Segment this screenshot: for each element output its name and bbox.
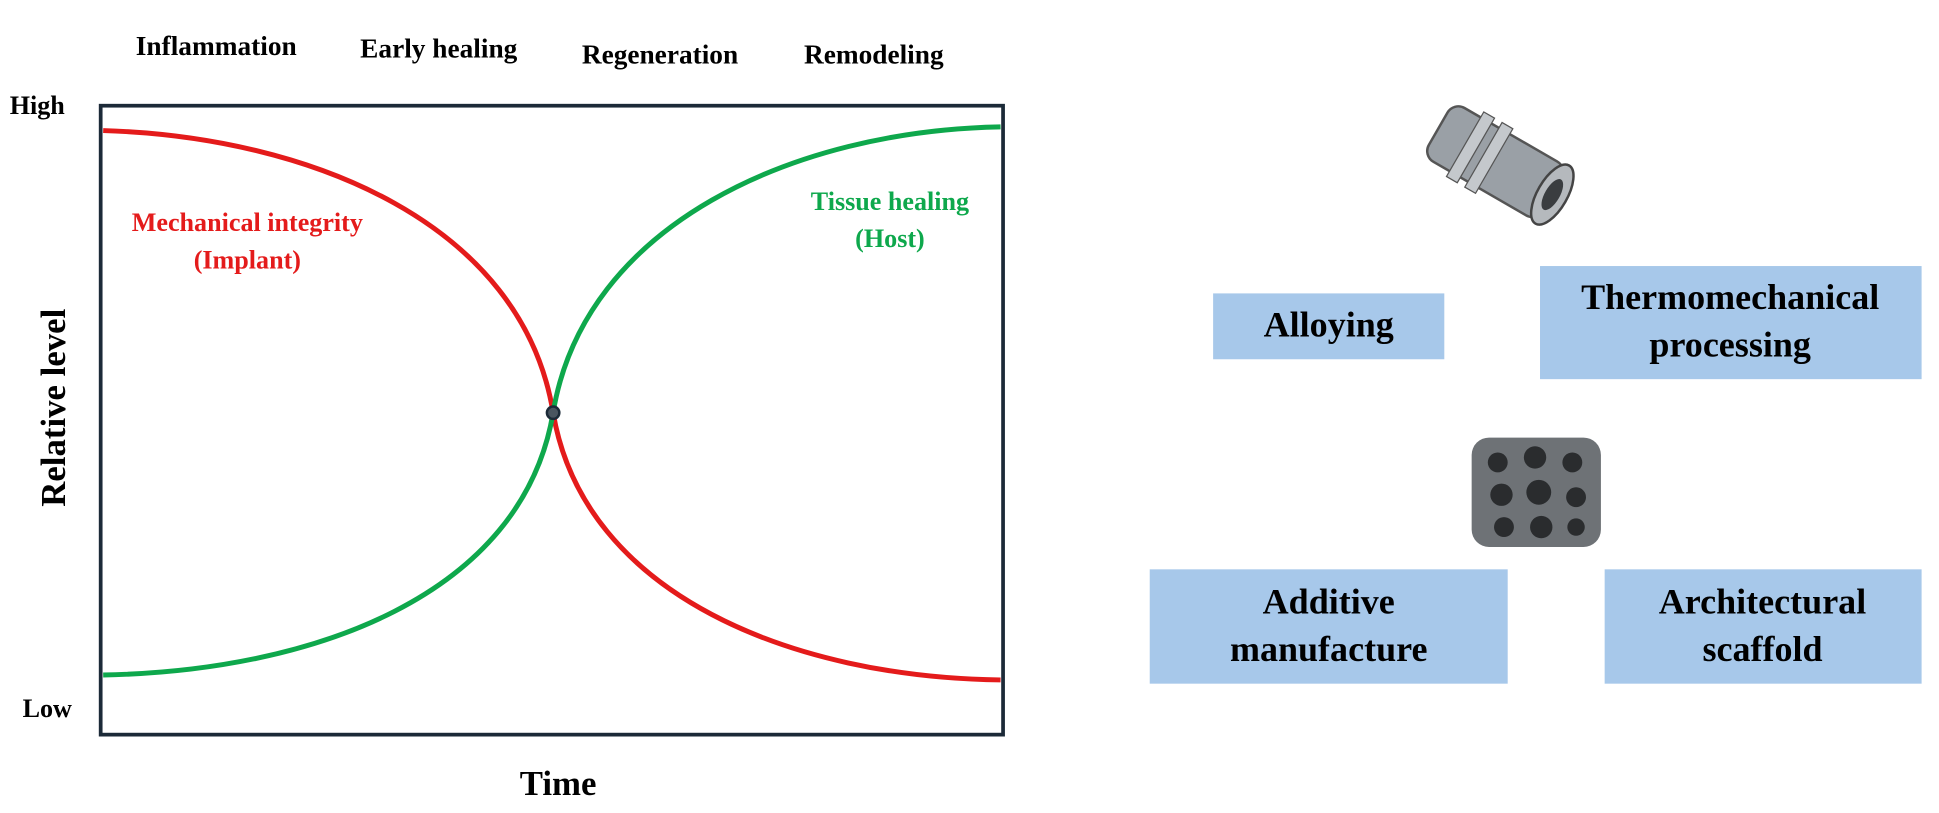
method-box [1604, 569, 1922, 684]
crossover-point [545, 405, 561, 421]
method-box [1149, 569, 1508, 684]
phase-label: Regeneration [582, 40, 738, 70]
y-high-label: High [10, 91, 66, 120]
scaffold-image [1471, 437, 1601, 547]
x-axis-label: Time [520, 764, 597, 803]
phase-label: Early healing [360, 33, 517, 63]
box-label: Architectural [1659, 582, 1866, 622]
curve-label: (Host) [855, 224, 925, 253]
implant-image [1425, 105, 1575, 226]
box-label: Additive [1263, 582, 1395, 622]
box-label: manufacture [1230, 629, 1428, 669]
method-box [1213, 293, 1445, 360]
phase-label: Inflammation [136, 31, 297, 61]
curve-label: Tissue healing [811, 187, 969, 216]
box-label: Thermomechanical [1581, 277, 1879, 317]
plot-frame [98, 103, 1005, 737]
method-box [1540, 266, 1922, 380]
y-low-label: Low [23, 694, 72, 723]
box-label: processing [1649, 324, 1811, 364]
box-label: scaffold [1702, 629, 1822, 669]
curve-label: Mechanical integrity [132, 208, 363, 237]
curve-label: (Implant) [194, 245, 301, 274]
box-label: Alloying [1264, 304, 1394, 344]
y-axis-label: Relative level [34, 308, 73, 506]
phase-label: Remodeling [804, 40, 944, 70]
